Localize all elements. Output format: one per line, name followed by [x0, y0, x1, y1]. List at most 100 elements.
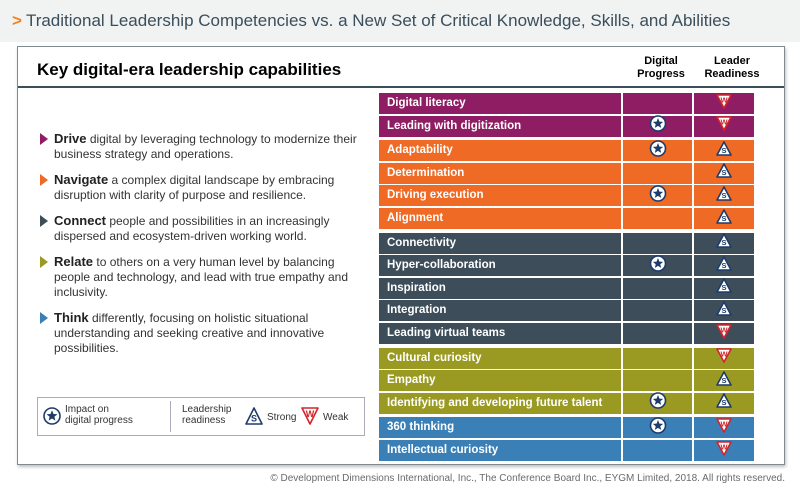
- capability-label: Connectivity: [379, 232, 621, 254]
- capability-label: Leading with digitization: [379, 115, 621, 137]
- bullet-text: a complex digital landscape by embracing…: [54, 173, 335, 202]
- capability-row: Leading with digitization W: [379, 115, 769, 137]
- header-divider: [18, 86, 784, 88]
- star-icon: [649, 417, 666, 439]
- digital-progress-cell: [623, 93, 692, 114]
- digital-progress-cell: [623, 347, 692, 369]
- bullet-list: Drive digital by leveraging technology t…: [40, 131, 370, 366]
- digital-progress-cell: [623, 300, 692, 322]
- digital-progress-cell: [623, 208, 692, 229]
- leader-readiness-cell: S: [694, 232, 754, 254]
- svg-text:S: S: [721, 238, 726, 247]
- bullet-text: differently, focusing on holistic situat…: [54, 311, 325, 355]
- svg-text:W: W: [720, 419, 728, 428]
- capability-label: Empathy: [379, 370, 621, 392]
- leader-readiness-cell: S: [694, 140, 754, 162]
- digital-progress-cell: [623, 115, 692, 137]
- capability-label: Integration: [379, 300, 621, 322]
- leader-readiness-cell: W: [694, 115, 754, 137]
- strong-triangle-icon: S: [716, 370, 732, 391]
- bullet-item: Drive digital by leveraging technology t…: [40, 131, 370, 162]
- capability-row: Integration S: [379, 300, 769, 322]
- leader-readiness-cell: S: [694, 392, 754, 414]
- capability-label: Alignment: [379, 208, 621, 229]
- legend-impact-line2: digital progress: [65, 415, 133, 426]
- svg-text:W: W: [720, 349, 728, 358]
- capability-row: Identifying and developing future talent…: [379, 392, 769, 414]
- capability-row: Cultural curiosity W: [379, 347, 769, 369]
- svg-text:S: S: [721, 283, 726, 292]
- capability-row: Connectivity S: [379, 232, 769, 254]
- copyright-notice: © Development Dimensions International, …: [270, 473, 785, 484]
- leader-readiness-cell: S: [694, 277, 754, 299]
- strong-triangle-icon: S: [716, 140, 732, 161]
- strong-triangle-icon: S: [716, 393, 732, 413]
- capability-row: 360 thinking W: [379, 417, 769, 439]
- leader-readiness-cell: W: [694, 93, 754, 114]
- page-title-text: Traditional Leadership Competencies vs. …: [25, 11, 731, 30]
- capability-label: Identifying and developing future talent: [379, 392, 621, 414]
- digital-progress-cell: [623, 392, 692, 414]
- header-band: > Traditional Leadership Competencies vs.…: [0, 0, 800, 42]
- leader-readiness-cell: W: [694, 347, 754, 369]
- star-icon: [649, 115, 666, 137]
- svg-text:S: S: [721, 168, 726, 177]
- digital-progress-cell: [623, 162, 692, 184]
- legend-strong-label: Strong: [267, 412, 297, 423]
- svg-text:S: S: [721, 214, 726, 223]
- svg-text:S: S: [721, 376, 726, 385]
- capability-row: Driving execution S: [379, 185, 769, 207]
- star-icon: [649, 139, 666, 162]
- weak-triangle-icon: W: [716, 348, 732, 368]
- weak-triangle-icon: W: [716, 323, 732, 344]
- strong-triangle-icon: S: [716, 278, 732, 298]
- svg-text:S: S: [721, 306, 726, 315]
- capability-label: 360 thinking: [379, 417, 621, 439]
- column-header-leader-line2: Readiness: [704, 68, 760, 80]
- bullet-item: Think differently, focusing on holistic …: [40, 310, 370, 356]
- strong-triangle-icon: S: [716, 255, 732, 276]
- digital-progress-cell: [623, 139, 692, 162]
- chevron-right-icon: [40, 312, 48, 324]
- leader-readiness-cell: W: [694, 417, 754, 439]
- strong-triangle-icon: S: [245, 407, 263, 430]
- star-icon: [649, 254, 666, 277]
- weak-triangle-icon: W: [716, 418, 732, 438]
- weak-triangle-icon: W: [716, 116, 732, 136]
- capability-row: Leading virtual teams W: [379, 323, 769, 344]
- digital-progress-cell: [623, 232, 692, 254]
- bullet-item: Relate to others on a very human level b…: [40, 254, 370, 300]
- strong-triangle-icon: S: [716, 186, 732, 206]
- leader-readiness-cell: S: [694, 208, 754, 229]
- capability-label: Driving execution: [379, 185, 621, 207]
- capability-label: Cultural curiosity: [379, 347, 621, 369]
- capability-row: Intellectual curiosity W: [379, 440, 769, 461]
- page-title: > Traditional Leadership Competencies vs.…: [12, 11, 730, 31]
- strong-triangle-icon: S: [716, 233, 732, 253]
- svg-text:W: W: [720, 117, 728, 126]
- bullet-text: people and possibilities in an increasin…: [54, 214, 330, 243]
- capability-label: Intellectual curiosity: [379, 440, 621, 461]
- chevron-right-icon: >: [12, 11, 22, 30]
- leader-readiness-cell: S: [694, 300, 754, 322]
- bullet-text: digital by leveraging technology to mode…: [54, 132, 357, 161]
- weak-triangle-icon: W: [716, 440, 732, 461]
- legend-readiness-text: Leadership readiness: [182, 404, 231, 426]
- capabilities-panel: Key digital-era leadership capabilities …: [17, 46, 785, 465]
- column-header-digital-line1: Digital: [644, 55, 678, 67]
- leader-readiness-cell: W: [694, 323, 754, 344]
- bullet-item: Navigate a complex digital landscape by …: [40, 172, 370, 203]
- leader-readiness-cell: S: [694, 185, 754, 207]
- svg-text:S: S: [721, 261, 726, 270]
- digital-progress-cell: [623, 323, 692, 344]
- leader-readiness-cell: W: [694, 440, 754, 461]
- capability-row: Alignment S: [379, 208, 769, 229]
- capability-label: Leading virtual teams: [379, 323, 621, 344]
- capability-label: Determination: [379, 162, 621, 184]
- bullet-keyword: Connect: [54, 213, 106, 228]
- star-legend-icon: [43, 407, 61, 430]
- column-header-digital-line2: Progress: [637, 68, 685, 80]
- digital-progress-cell: [623, 370, 692, 392]
- digital-progress-cell: [623, 277, 692, 299]
- bullet-text: to others on a very human level by balan…: [54, 255, 348, 299]
